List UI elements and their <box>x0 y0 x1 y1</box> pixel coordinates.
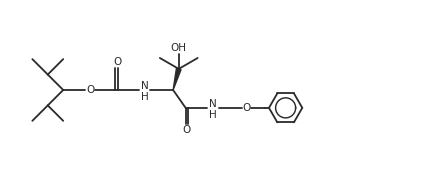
Text: O: O <box>86 85 94 95</box>
Text: N: N <box>141 81 149 91</box>
Text: OH: OH <box>171 43 187 53</box>
Text: H: H <box>141 92 149 102</box>
Text: H: H <box>209 110 217 120</box>
Polygon shape <box>173 68 181 90</box>
Text: O: O <box>183 125 191 135</box>
Text: N: N <box>209 99 217 109</box>
Text: O: O <box>242 103 251 113</box>
Text: O: O <box>114 57 122 67</box>
